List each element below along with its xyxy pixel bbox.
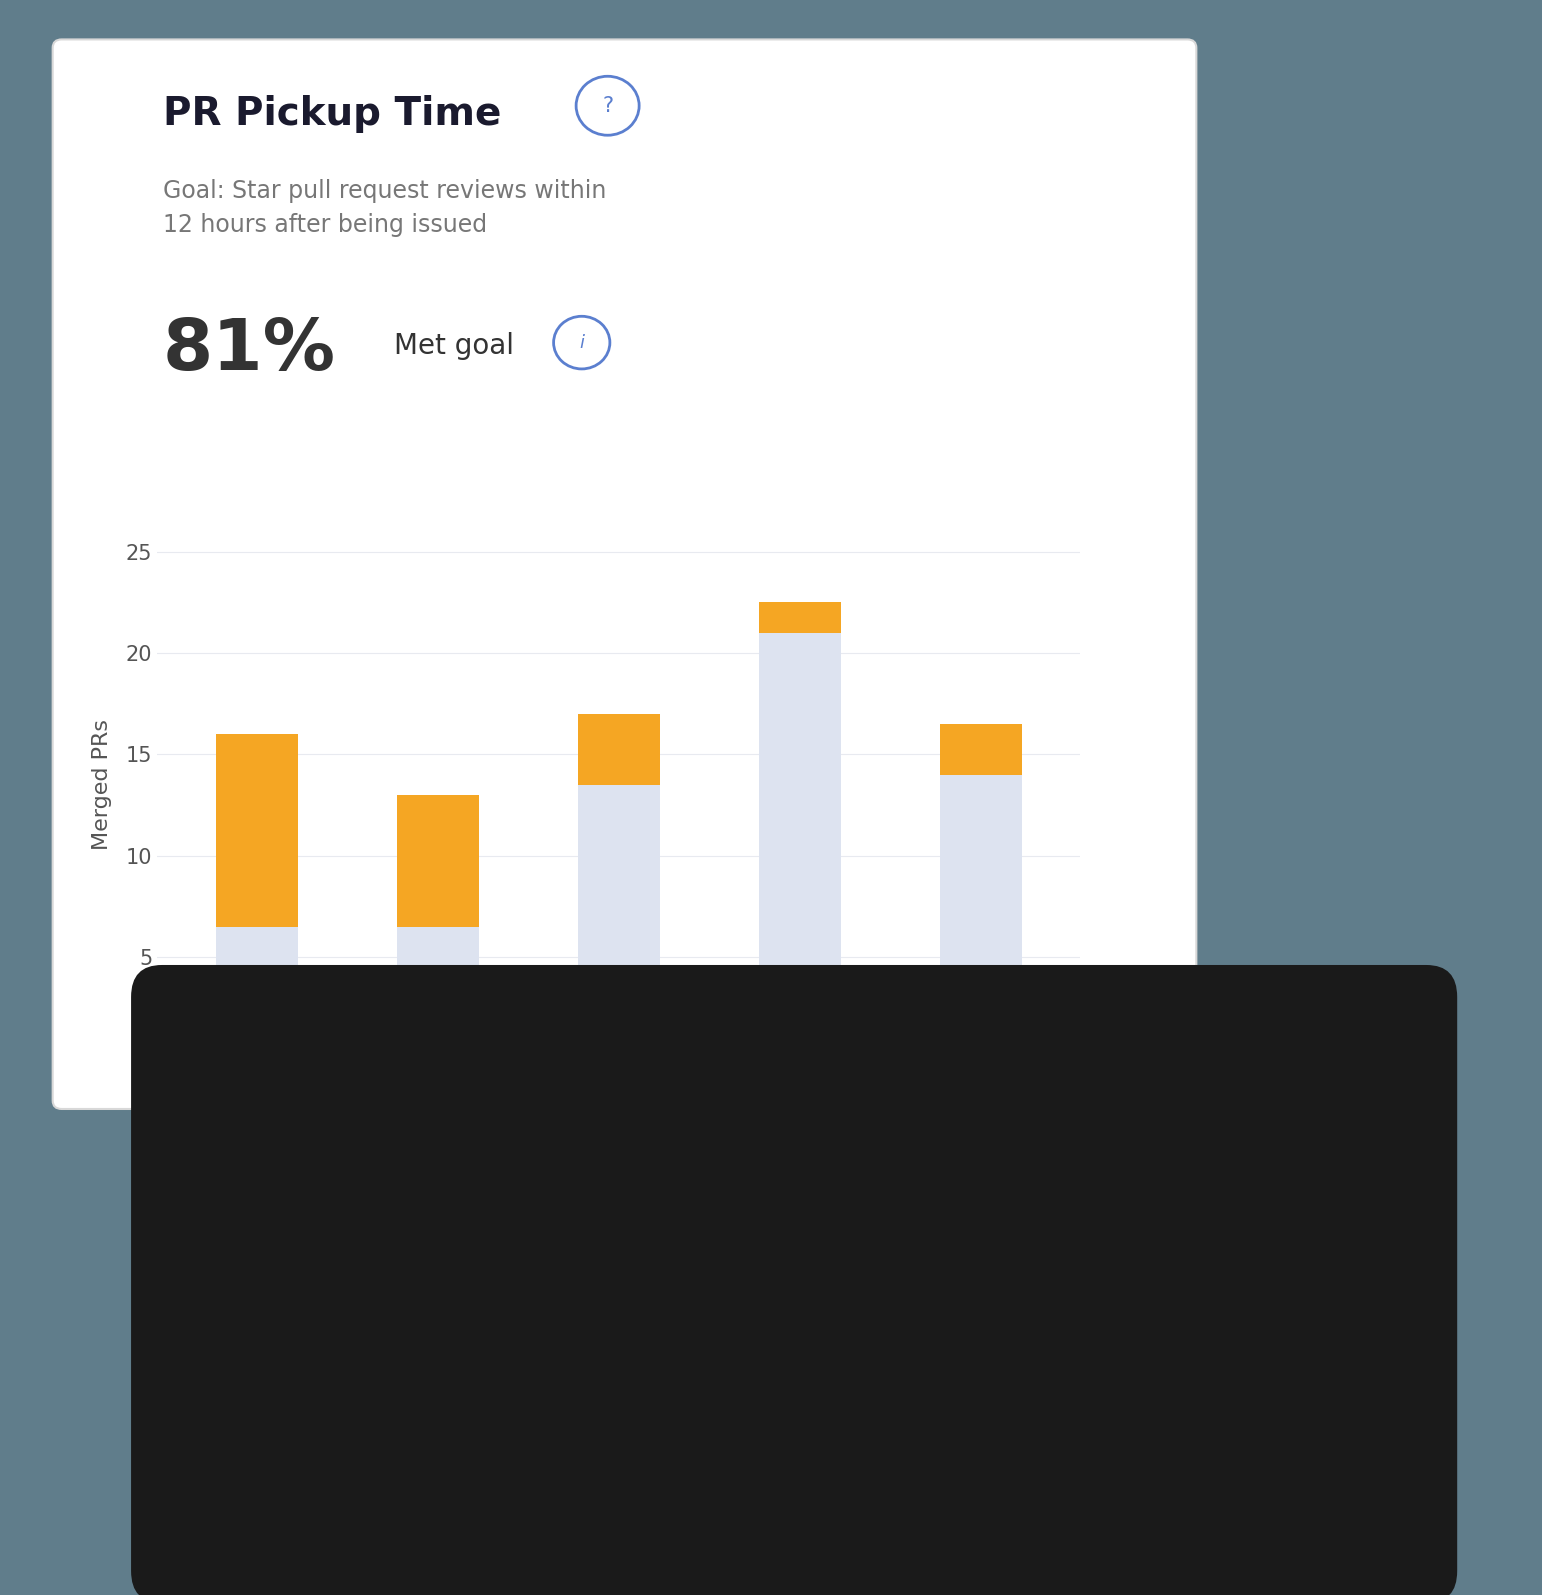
Bar	[216, 734, 298, 927]
Text: PR:: PR:	[362, 1437, 402, 1456]
Bar	[398, 927, 478, 1059]
Text: 9:25 AM: 9:25 AM	[629, 1050, 703, 1069]
Y-axis label: Merged PRs: Merged PRs	[93, 719, 113, 850]
Bar	[398, 794, 478, 927]
Bar	[941, 775, 1022, 1059]
Text: A pull request with 2.8K code changes was merged without review: A pull request with 2.8K code changes wa…	[362, 1153, 1058, 1172]
Text: APP: APP	[550, 1050, 588, 1069]
FancyBboxPatch shape	[521, 1032, 615, 1086]
Bar	[941, 724, 1022, 775]
Text: 🐝: 🐝	[230, 1077, 248, 1105]
Text: ?: ?	[601, 96, 614, 116]
Text: Goal: Star pull request reviews within
12 hours after being issued: Goal: Star pull request reviews within 1…	[163, 180, 606, 238]
Bar	[216, 927, 298, 1059]
Bar	[759, 633, 840, 1059]
Text: WorkerB: WorkerB	[325, 1043, 460, 1072]
FancyBboxPatch shape	[319, 1126, 1368, 1354]
Text: i: i	[580, 333, 584, 351]
Text: Goal:: Goal:	[362, 1239, 424, 1258]
Text: PR Pickup Time: PR Pickup Time	[163, 96, 501, 134]
Bar	[759, 603, 840, 633]
FancyBboxPatch shape	[136, 981, 1437, 1571]
FancyBboxPatch shape	[173, 1011, 305, 1172]
Text: connectors/Initiate script for multiple languages: connectors/Initiate script for multiple …	[413, 1437, 914, 1456]
Bar	[578, 715, 660, 785]
FancyBboxPatch shape	[52, 40, 1197, 1109]
Text: Met goal: Met goal	[393, 332, 513, 360]
Text: 81%: 81%	[163, 316, 336, 386]
Bar	[578, 785, 660, 1059]
Text: Review all PRS with more than 40 code changes: Review all PRS with more than 40 code ch…	[443, 1239, 951, 1258]
